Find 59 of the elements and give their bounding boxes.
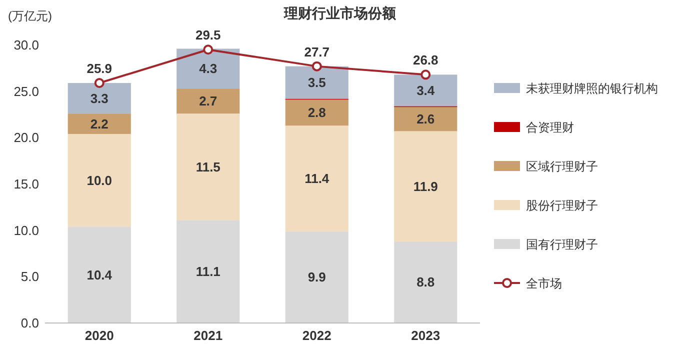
bar bbox=[285, 66, 348, 99]
data-label: 10.0 bbox=[86, 172, 112, 188]
point bbox=[420, 70, 431, 80]
y-tick-label: 10.0 bbox=[14, 222, 39, 238]
bar bbox=[68, 134, 131, 227]
point bbox=[94, 78, 104, 88]
legend-label: 国有行理财子 bbox=[526, 238, 598, 252]
data-label: 2.7 bbox=[199, 94, 218, 109]
legend-label: 未获理财牌照的银行机构 bbox=[526, 82, 658, 96]
chart-title: 理财行业市场份额 bbox=[283, 5, 397, 21]
legend-label: 股份行理财子 bbox=[526, 198, 598, 212]
bar bbox=[394, 107, 458, 132]
bar bbox=[68, 226, 131, 323]
data-label: 2.8 bbox=[308, 105, 326, 120]
data-label: 3.5 bbox=[308, 75, 326, 90]
bar bbox=[68, 114, 131, 134]
data-label: 11.5 bbox=[196, 159, 220, 174]
x-tick-label: 2023 bbox=[411, 328, 440, 343]
bar bbox=[176, 220, 240, 323]
bar bbox=[68, 82, 131, 114]
y-tick-label: 15.0 bbox=[14, 176, 39, 192]
bar bbox=[176, 114, 240, 220]
data-label: 3.3 bbox=[90, 90, 108, 106]
y-tick-label: 5.0 bbox=[20, 269, 39, 284]
data-label: 11.9 bbox=[413, 178, 438, 194]
legend-label: 全市场 bbox=[526, 276, 562, 290]
data-label: 9.9 bbox=[308, 270, 326, 285]
bar bbox=[394, 131, 458, 242]
bar bbox=[176, 48, 240, 89]
bar bbox=[285, 100, 348, 126]
data-label: 29.5 bbox=[195, 28, 221, 43]
data-label: 25.9 bbox=[86, 60, 112, 76]
x-tick-label: 2022 bbox=[302, 328, 332, 343]
y-tick-label: 30.0 bbox=[14, 38, 39, 52]
data-label: 8.8 bbox=[416, 274, 435, 290]
data-label: 3.4 bbox=[416, 82, 436, 98]
point bbox=[312, 61, 322, 72]
legend-label: 合资理财 bbox=[526, 120, 574, 134]
data-label: 2.6 bbox=[416, 112, 435, 127]
data-label: 2.2 bbox=[90, 116, 108, 132]
bar bbox=[285, 126, 348, 232]
data-label: 26.8 bbox=[412, 52, 438, 68]
x-tick-label: 2020 bbox=[84, 328, 114, 343]
bar bbox=[176, 88, 240, 114]
y-tick-label: 25.0 bbox=[14, 84, 39, 99]
y-axis-title: (万亿元) bbox=[8, 9, 52, 23]
x-tick-label: 2021 bbox=[194, 328, 223, 343]
bar bbox=[285, 231, 348, 323]
data-label: 4.3 bbox=[199, 61, 218, 76]
data-label: 11.1 bbox=[196, 264, 220, 280]
bar bbox=[394, 241, 458, 323]
data-label: 27.7 bbox=[304, 44, 330, 60]
data-label: 10.4 bbox=[86, 267, 113, 282]
legend-label: 区域行理财子 bbox=[526, 160, 598, 174]
point bbox=[203, 44, 214, 55]
y-tick-label: 20.0 bbox=[14, 130, 39, 146]
data-label: 11.4 bbox=[304, 170, 330, 186]
bar bbox=[394, 74, 458, 106]
y-tick-label: 0.0 bbox=[20, 316, 39, 330]
